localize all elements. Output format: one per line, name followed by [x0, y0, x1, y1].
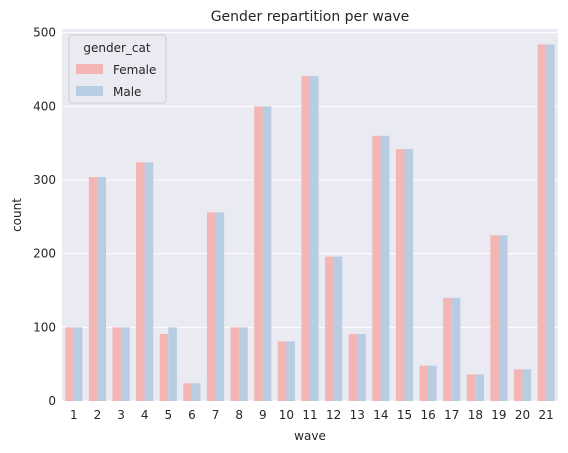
bars: [65, 44, 555, 402]
legend-swatch-female: [76, 64, 103, 74]
y-tick-label: 400: [33, 99, 56, 113]
bar-female-wave-18: [466, 374, 476, 401]
bar-male-wave-3: [121, 327, 130, 401]
x-tick-label: 13: [350, 408, 365, 422]
bar-male-wave-12: [333, 256, 343, 401]
y-tick-label: 300: [33, 173, 56, 187]
bar-female-wave-2: [88, 177, 98, 401]
legend-label-male: Male: [113, 85, 141, 99]
bar-female-wave-11: [301, 76, 310, 401]
bar-female-wave-6: [183, 383, 192, 401]
bar-male-wave-8: [239, 327, 248, 401]
bar-female-wave-15: [395, 149, 405, 401]
x-tick-label: 18: [468, 408, 483, 422]
bar-male-wave-18: [475, 374, 484, 401]
y-axis-title: count: [10, 198, 24, 232]
bar-female-wave-1: [65, 327, 74, 401]
y-tick-label: 200: [33, 247, 56, 261]
x-tick-label: 6: [188, 408, 196, 422]
bar-male-wave-16: [428, 365, 437, 401]
x-tick-label: 16: [420, 408, 435, 422]
x-tick-labels: 1 2 3 4 5 6 7 8 9 10 11 12 13 14 15 16 17 18 19 20 21: [70, 408, 554, 422]
y-tick-labels: 0 100 200 300 400 500: [33, 26, 56, 408]
y-tick-label: 500: [33, 26, 56, 40]
bar-female-wave-20: [513, 369, 523, 401]
bar-male-wave-4: [144, 162, 154, 401]
x-tick-label: 3: [117, 408, 125, 422]
x-tick-label: 7: [212, 408, 220, 422]
bar-male-wave-20: [522, 369, 532, 401]
x-tick-label: 2: [94, 408, 102, 422]
legend-label-female: Female: [113, 63, 156, 77]
bar-male-wave-15: [404, 149, 414, 401]
bar-male-wave-11: [310, 76, 319, 401]
x-tick-label: 21: [539, 408, 554, 422]
bar-female-wave-14: [372, 135, 381, 401]
bar-male-wave-13: [357, 333, 366, 401]
x-tick-label: 19: [491, 408, 506, 422]
bar-male-wave-9: [262, 106, 272, 402]
bar-male-wave-7: [215, 212, 225, 401]
bar-female-wave-13: [348, 333, 358, 401]
bar-female-wave-12: [325, 256, 334, 401]
bar-female-wave-16: [419, 365, 429, 401]
bar-male-wave-6: [191, 383, 201, 401]
bar-female-wave-8: [230, 327, 240, 401]
legend-swatch-male: [76, 86, 103, 96]
bar-male-wave-17: [451, 297, 461, 401]
x-tick-label: 10: [279, 408, 294, 422]
x-tick-label: 17: [444, 408, 459, 422]
x-tick-label: 4: [141, 408, 149, 422]
chart-title: Gender repartition per wave: [211, 9, 410, 25]
legend: gender_cat Female Male: [68, 34, 167, 104]
bar-female-wave-19: [490, 235, 499, 401]
bar-female-wave-10: [277, 341, 287, 401]
x-tick-label: 20: [515, 408, 530, 422]
bar-female-wave-17: [443, 297, 452, 401]
x-tick-label: 12: [326, 408, 341, 422]
x-axis-title: wave: [294, 429, 326, 443]
bar-male-wave-5: [168, 327, 177, 401]
bar-female-wave-5: [159, 333, 169, 401]
bar-female-wave-7: [206, 212, 216, 401]
bar-male-wave-1: [73, 327, 83, 401]
bar-male-wave-19: [498, 235, 508, 401]
bar-female-wave-4: [136, 162, 145, 401]
y-tick-label: 100: [33, 320, 56, 334]
x-tick-label: 15: [397, 408, 412, 422]
bar-male-wave-21: [546, 44, 555, 402]
bar-female-wave-3: [112, 327, 122, 401]
x-tick-label: 11: [302, 408, 317, 422]
x-tick-label: 9: [259, 408, 267, 422]
x-tick-label: 14: [373, 408, 388, 422]
x-tick-label: 1: [70, 408, 78, 422]
x-tick-label: 8: [235, 408, 243, 422]
bar-female-wave-9: [254, 106, 263, 402]
y-tick-label: 0: [48, 394, 56, 408]
bar-male-wave-2: [97, 177, 107, 401]
legend-title: gender_cat: [83, 41, 150, 55]
bar-male-wave-14: [380, 135, 390, 401]
bar-male-wave-10: [286, 341, 295, 401]
x-tick-label: 5: [164, 408, 172, 422]
bar-female-wave-21: [537, 44, 547, 402]
